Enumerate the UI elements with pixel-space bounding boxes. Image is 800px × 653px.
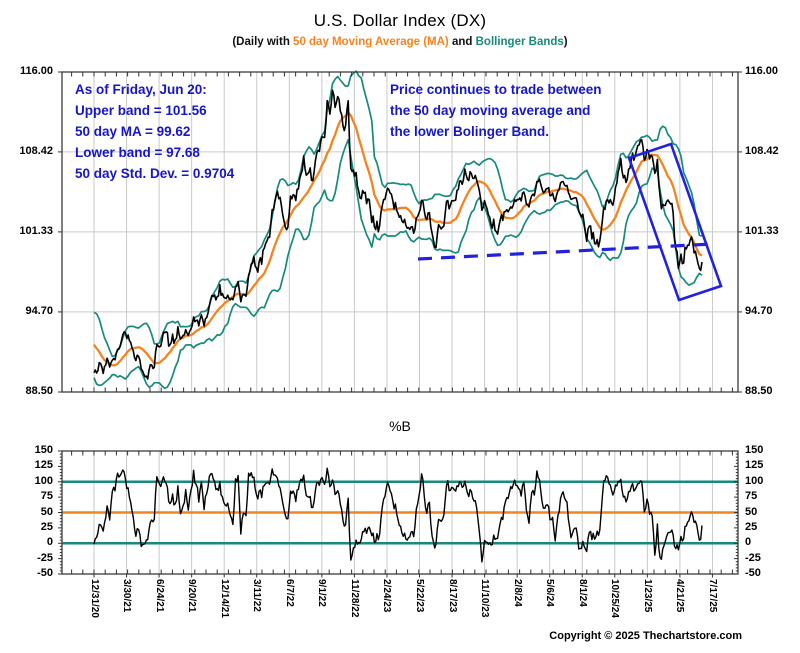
x-axis-date-label: 8/17/23 [446, 579, 458, 613]
x-axis-date-label: 9/20/21 [186, 579, 198, 613]
pb-y-axis-label-right: -25 [745, 551, 761, 564]
main-y-axis-label-right: 101.33 [745, 224, 779, 237]
x-axis-date-label: 3/11/22 [251, 579, 263, 612]
pb-y-axis-label-right: 125 [745, 459, 764, 472]
subtitle-suffix: ) [563, 36, 568, 48]
upper-band-line [93, 70, 703, 358]
price-note-line-3: the lower Bolinger Band. [390, 124, 550, 139]
pb-y-axis-label-right: 25 [745, 520, 758, 533]
main-y-axis-label-right: 88.50 [745, 385, 773, 397]
x-axis-date-label: 7/17/25 [706, 579, 718, 613]
x-axis-date-label: 8/1/24 [576, 579, 588, 607]
x-axis-date-label: 2/24/23 [381, 579, 393, 613]
pb-y-axis-label-right: 0 [745, 536, 752, 549]
subtitle-ma-label: 50 day Moving Average (MA) [293, 36, 449, 48]
x-axis-date-label: 10/25/24 [609, 579, 621, 618]
main-y-axis-label-left: 108.42 [19, 144, 53, 157]
pb-y-axis-label-left: 0 [46, 536, 53, 549]
x-axis-date-label: 6/24/21 [153, 579, 165, 613]
x-axis-date-label: 1/23/25 [641, 579, 653, 613]
bollinger-stats-annotation: As of Friday, Jun 20: Upper band = 101.56… [75, 79, 234, 184]
price-series-line [93, 89, 703, 380]
x-axis-date-label: 3/30/21 [121, 579, 133, 613]
pb-y-axis-label-right: 75 [745, 490, 758, 503]
x-axis-date-label: 4/21/25 [674, 579, 686, 613]
main-y-axis-label-right: 94.70 [745, 304, 773, 317]
copyright-text: Copyright © 2025 Thechartstore.com [549, 630, 742, 642]
pb-y-axis-label-right: 50 [745, 505, 758, 518]
price-note-line-2: the 50 day moving average and [390, 103, 591, 118]
pb-panel-title: %B [389, 418, 411, 434]
price-note-annotation: Price continues to trade between the 50 d… [390, 79, 602, 142]
x-axis-date-label: 5/22/23 [414, 579, 425, 613]
pb-y-axis-label-left: 50 [40, 505, 53, 518]
pb-y-axis-label-right: 150 [745, 444, 764, 456]
subtitle-and: and [448, 36, 476, 48]
chart-subtitle: (Daily with 50 day Moving Average (MA) a… [0, 36, 800, 48]
pb-y-axis-label-left: 150 [34, 444, 53, 456]
x-axis-date-label: 11/10/23 [479, 579, 491, 618]
pb-y-axis-label-left: 25 [40, 520, 53, 533]
subtitle-bollinger-label: Bollinger Bands [475, 36, 564, 48]
x-axis-date-label: 9/1/22 [316, 579, 328, 607]
bollinger-stats-line-1: As of Friday, Jun 20: [75, 82, 207, 97]
pb-y-axis-label-left: 100 [34, 474, 53, 487]
x-axis-date-label: 12/14/21 [218, 579, 230, 618]
main-y-axis-label-right: 116.00 [745, 65, 779, 77]
pb-y-axis-label-left: 75 [40, 490, 53, 503]
pb-indicator-line [93, 467, 703, 563]
bollinger-stats-line-4: Lower band = 97.68 [75, 145, 200, 160]
pb-y-axis-label-left: -25 [37, 551, 53, 564]
pb-y-axis-label-right: -50 [745, 567, 761, 579]
x-axis-date-label: 12/31/20 [88, 579, 100, 618]
support-trendline-dashed [417, 242, 713, 261]
lower-band-line [93, 138, 703, 390]
subtitle-prefix: (Daily with [232, 36, 294, 48]
x-axis-date-label: 6/7/22 [283, 579, 295, 607]
moving-average-line [93, 111, 703, 367]
main-y-axis-label-left: 116.00 [19, 65, 53, 77]
price-note-line-1: Price continues to trade between [390, 82, 602, 97]
main-y-axis-label-left: 101.33 [19, 224, 53, 237]
main-y-axis-label-left: 94.70 [25, 304, 53, 317]
main-y-axis-label-right: 108.42 [745, 144, 779, 157]
pb-y-axis-label-left: -50 [37, 567, 53, 579]
bollinger-stats-line-5: 50 day Std. Dev. = 0.9704 [75, 166, 235, 181]
main-y-axis-label-left: 88.50 [25, 385, 53, 397]
bollinger-stats-line-2: Upper band = 101.56 [75, 103, 207, 118]
decline-channel-box [627, 142, 723, 302]
bollinger-stats-line-3: 50 day MA = 99.62 [75, 124, 191, 139]
chart-title: U.S. Dollar Index (DX) [313, 11, 487, 30]
x-axis-date-label: 2/8/24 [511, 579, 523, 607]
pb-y-axis-label-right: 100 [745, 474, 764, 487]
x-axis-date-label: 5/6/24 [544, 579, 556, 607]
pb-y-axis-label-left: 125 [34, 459, 53, 472]
x-axis-date-label: 11/28/22 [348, 579, 360, 618]
